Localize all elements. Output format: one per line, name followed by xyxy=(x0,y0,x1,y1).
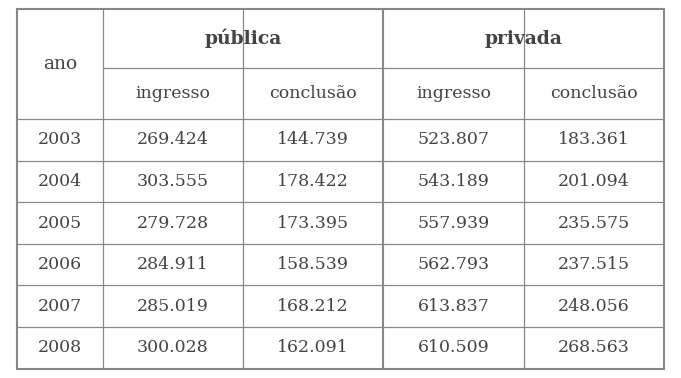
Text: 237.515: 237.515 xyxy=(558,256,630,273)
Text: 201.094: 201.094 xyxy=(558,173,630,190)
Text: conclusão: conclusão xyxy=(269,85,357,102)
Text: ingresso: ingresso xyxy=(136,85,210,102)
Text: 173.395: 173.395 xyxy=(277,215,349,231)
Text: 610.509: 610.509 xyxy=(417,339,490,356)
Text: ingresso: ingresso xyxy=(416,85,491,102)
Text: 2005: 2005 xyxy=(37,215,82,231)
Text: 284.911: 284.911 xyxy=(137,256,208,273)
Text: 285.019: 285.019 xyxy=(137,298,208,314)
Text: 613.837: 613.837 xyxy=(417,298,490,314)
Text: 303.555: 303.555 xyxy=(137,173,209,190)
Text: 557.939: 557.939 xyxy=(417,215,490,231)
Text: 2006: 2006 xyxy=(37,256,82,273)
Text: privada: privada xyxy=(485,30,563,48)
Text: 2008: 2008 xyxy=(37,339,82,356)
Text: 178.422: 178.422 xyxy=(277,173,349,190)
Text: conclusão: conclusão xyxy=(550,85,637,102)
Text: 2007: 2007 xyxy=(37,298,82,314)
Text: 562.793: 562.793 xyxy=(417,256,490,273)
Text: 2003: 2003 xyxy=(37,132,82,148)
Text: 144.739: 144.739 xyxy=(277,132,349,148)
Text: 2004: 2004 xyxy=(37,173,82,190)
Text: 300.028: 300.028 xyxy=(137,339,208,356)
Text: 279.728: 279.728 xyxy=(137,215,209,231)
Text: 162.091: 162.091 xyxy=(277,339,349,356)
Text: 523.807: 523.807 xyxy=(417,132,490,148)
Text: 158.539: 158.539 xyxy=(277,256,349,273)
Text: pública: pública xyxy=(204,29,281,48)
Text: 248.056: 248.056 xyxy=(558,298,630,314)
Text: 543.189: 543.189 xyxy=(417,173,490,190)
Text: 235.575: 235.575 xyxy=(558,215,630,231)
Text: 269.424: 269.424 xyxy=(137,132,208,148)
Text: ano: ano xyxy=(43,55,77,73)
Text: 183.361: 183.361 xyxy=(558,132,630,148)
Text: 268.563: 268.563 xyxy=(558,339,630,356)
Text: 168.212: 168.212 xyxy=(277,298,349,314)
